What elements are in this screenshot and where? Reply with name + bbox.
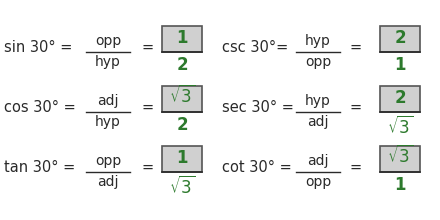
- Text: $\sqrt{3}$: $\sqrt{3}$: [387, 145, 413, 167]
- Text: 1: 1: [176, 29, 188, 47]
- Text: hyp: hyp: [95, 115, 121, 129]
- Text: sin 30° =: sin 30° =: [4, 40, 72, 55]
- Text: adj: adj: [97, 175, 119, 189]
- Text: =: =: [350, 40, 362, 55]
- Text: opp: opp: [305, 55, 331, 69]
- Text: tan 30° =: tan 30° =: [4, 160, 75, 174]
- FancyBboxPatch shape: [162, 146, 202, 172]
- FancyBboxPatch shape: [162, 86, 202, 112]
- Text: opp: opp: [95, 154, 121, 168]
- Text: adj: adj: [307, 115, 329, 129]
- Text: opp: opp: [305, 175, 331, 189]
- Text: 2: 2: [394, 89, 406, 107]
- Text: 2: 2: [176, 116, 188, 134]
- Text: hyp: hyp: [305, 34, 331, 48]
- Text: hyp: hyp: [95, 55, 121, 69]
- Text: cos 30° =: cos 30° =: [4, 99, 76, 114]
- Text: 1: 1: [176, 149, 188, 167]
- Text: $\sqrt{3}$: $\sqrt{3}$: [169, 85, 195, 107]
- Text: 1: 1: [394, 56, 406, 74]
- Text: adj: adj: [97, 94, 119, 108]
- Text: csc 30°=: csc 30°=: [222, 40, 288, 55]
- Text: =: =: [142, 40, 154, 55]
- Text: opp: opp: [95, 34, 121, 48]
- Text: cot 30° =: cot 30° =: [222, 160, 292, 174]
- Text: 1: 1: [394, 176, 406, 194]
- Text: $\sqrt{3}$: $\sqrt{3}$: [387, 116, 413, 138]
- Text: $\sqrt{3}$: $\sqrt{3}$: [169, 176, 195, 198]
- Text: 2: 2: [176, 56, 188, 74]
- FancyBboxPatch shape: [380, 86, 420, 112]
- Text: =: =: [142, 160, 154, 174]
- FancyBboxPatch shape: [380, 146, 420, 172]
- Text: adj: adj: [307, 154, 329, 168]
- FancyBboxPatch shape: [380, 26, 420, 52]
- Text: sec 30° =: sec 30° =: [222, 99, 294, 114]
- Text: =: =: [350, 160, 362, 174]
- FancyBboxPatch shape: [162, 26, 202, 52]
- Text: =: =: [350, 99, 362, 114]
- Text: =: =: [142, 99, 154, 114]
- Text: hyp: hyp: [305, 94, 331, 108]
- Text: 2: 2: [394, 29, 406, 47]
